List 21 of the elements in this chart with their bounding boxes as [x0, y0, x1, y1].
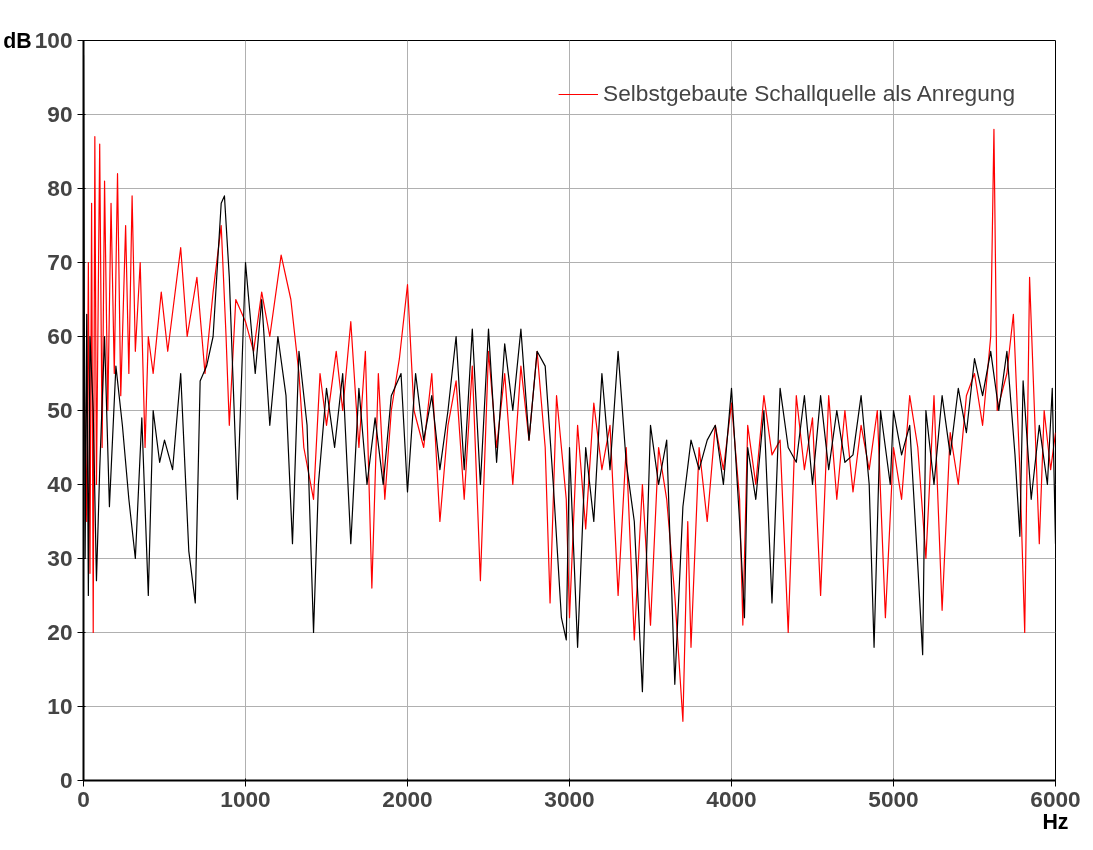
x-tick-label: 0	[77, 785, 90, 812]
legend-label: Selbstgebaute Schallquelle als Anregung	[603, 80, 1015, 107]
y-tick-label: 60	[47, 323, 73, 349]
x-tick-label: 3000	[544, 785, 595, 812]
y-tick-label: 80	[47, 175, 73, 201]
x-tick-label: 5000	[868, 785, 919, 812]
y-tick-label: 40	[47, 471, 73, 497]
y-tick-label: 10	[47, 693, 73, 719]
y-tick-label: 30	[47, 545, 73, 571]
y-tick-label: 20	[47, 619, 73, 645]
x-axis-title: Hz	[1042, 809, 1069, 834]
x-tick-label: 4000	[706, 785, 757, 812]
x-tick-label: 1000	[220, 785, 271, 812]
y-tick-label: 90	[47, 101, 73, 127]
x-tick-label: 6000	[1030, 785, 1081, 812]
y-axis-title: dB	[3, 28, 32, 53]
y-tick-label: 70	[47, 249, 73, 275]
x-tick-label: 2000	[382, 785, 433, 812]
y-tick-label: 0	[59, 767, 73, 793]
y-tick-label: 100	[34, 27, 73, 53]
y-tick-label: 50	[47, 397, 73, 423]
